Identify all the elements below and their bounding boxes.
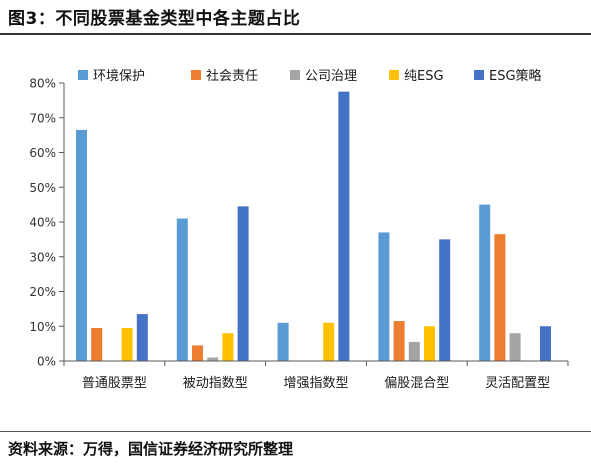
bar-0-1 xyxy=(91,327,103,361)
x-tick-label: 偏股混合型 xyxy=(384,376,449,391)
bar-1-4 xyxy=(237,206,249,361)
legend-label: 环境保护 xyxy=(93,69,145,84)
bar-3-4 xyxy=(439,239,451,361)
bar-4-0 xyxy=(479,204,491,361)
legend-label: 社会责任 xyxy=(206,68,258,84)
bar-3-1 xyxy=(393,321,405,361)
bar-4-4 xyxy=(540,326,551,361)
y-tick-label: 80% xyxy=(29,77,56,91)
y-tick-label: 50% xyxy=(29,181,56,195)
bar-4-1 xyxy=(494,234,506,361)
legend-label: 纯ESG xyxy=(404,69,444,84)
bar-4-2 xyxy=(509,333,521,361)
bar-3-2 xyxy=(408,341,420,361)
legend-swatch xyxy=(191,70,201,80)
y-tick-label: 10% xyxy=(29,320,56,334)
y-tick-label: 20% xyxy=(29,285,56,299)
bar-1-3 xyxy=(222,333,234,361)
y-tick-label: 0% xyxy=(37,355,56,369)
chart-figure-title: 图3：不同股票基金类型中各主题占比 xyxy=(8,9,301,29)
bar-0-3 xyxy=(121,327,133,361)
legend-swatch xyxy=(474,70,484,80)
bar-chart: 0% 10% 20% 30% 40% 50% 60% 70% 80% 环境保护 社会责任 公司治理 纯… xyxy=(29,68,569,391)
source-note: 资料来源：万得，国信证券经济研究所整理 xyxy=(8,440,294,458)
bar-1-2 xyxy=(207,357,219,361)
footer-divider xyxy=(0,431,591,432)
y-tick-label: 30% xyxy=(29,250,56,264)
y-tick-label: 40% xyxy=(29,216,56,230)
bar-0-0 xyxy=(76,129,87,361)
bar-3-3 xyxy=(424,326,435,361)
legend-label: 公司治理 xyxy=(305,69,357,84)
y-axis: 0% 10% 20% 30% 40% 50% 60% 70% 80% xyxy=(29,77,65,369)
bar-1-0 xyxy=(176,218,188,361)
bar-3-0 xyxy=(378,232,390,361)
x-tick-label: 灵活配置型 xyxy=(485,376,550,391)
x-axis: 普通股票型 被动指数型 增强指数型 偏股混合型 灵活配置型 xyxy=(63,360,569,391)
bar-2-3 xyxy=(323,322,335,361)
bar-2-0 xyxy=(277,322,289,361)
bar-2-4 xyxy=(338,91,350,361)
header-divider xyxy=(0,33,591,35)
legend-label: ESG策略 xyxy=(489,68,542,84)
chart-legend: 环境保护 社会责任 公司治理 纯ESG ESG策略 xyxy=(78,68,542,84)
x-tick-label: 普通股票型 xyxy=(82,376,147,391)
y-tick-label: 70% xyxy=(29,111,56,125)
chart-area: 0% 10% 20% 30% 40% 50% 60% 70% 80% 环境保护 社会责任 公司治理 纯… xyxy=(0,36,591,430)
legend-swatch xyxy=(290,70,300,80)
legend-swatch xyxy=(389,70,399,80)
x-tick-label: 被动指数型 xyxy=(183,376,248,391)
legend-swatch xyxy=(78,70,88,80)
chart-bars xyxy=(76,91,551,361)
bar-1-1 xyxy=(192,345,203,361)
y-tick-label: 60% xyxy=(29,146,56,160)
x-tick-label: 增强指数型 xyxy=(283,376,348,391)
bar-0-4 xyxy=(136,314,148,361)
